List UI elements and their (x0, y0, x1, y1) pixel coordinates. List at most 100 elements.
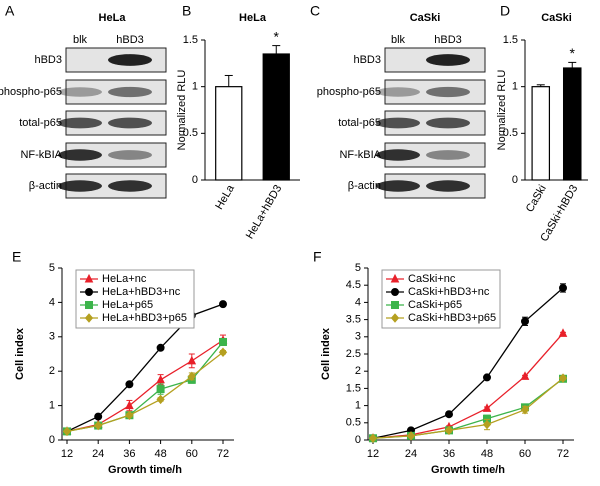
blot-band (58, 87, 102, 97)
legend-marker (84, 313, 94, 323)
point (219, 300, 227, 309)
legend-label: CaSki+hBD3+p65 (408, 312, 496, 324)
row-label: NF-kBIA (339, 149, 381, 161)
bar (562, 67, 582, 181)
series-line (372, 377, 564, 439)
point (125, 400, 134, 410)
row-label: β-actin (29, 180, 62, 192)
legend-label: HeLa+nc (102, 273, 147, 285)
legend-marker (391, 288, 399, 296)
point (558, 328, 568, 337)
blot-band (108, 180, 152, 192)
point (444, 425, 454, 436)
panel-letter: F (313, 249, 322, 265)
x-tick-label: 60 (519, 448, 531, 460)
x-tick-label: 12 (61, 448, 73, 460)
y-tick-label: 1.5 (183, 34, 198, 46)
row-label: phospho-p65 (0, 86, 62, 98)
lane-label: hBD3 (116, 34, 144, 46)
y-tick-label: 2.5 (346, 348, 361, 360)
x-tick-label: 72 (217, 448, 229, 460)
x-tick-label: CaSki (524, 183, 549, 214)
blot-band (426, 150, 470, 160)
point (156, 374, 165, 384)
annotation: * (274, 28, 280, 44)
blot-band (426, 54, 470, 66)
chart-title: CaSki (541, 12, 572, 24)
bar (262, 53, 290, 181)
y-tick-label: 0 (192, 174, 198, 186)
x-tick-label: 36 (443, 448, 455, 460)
point (125, 410, 134, 420)
row-label: phospho-p65 (317, 86, 381, 98)
series-line (66, 303, 224, 432)
point (187, 371, 196, 382)
blot-band (108, 150, 152, 160)
point (187, 355, 197, 365)
point (218, 347, 228, 358)
point (482, 403, 492, 412)
blot-band (58, 180, 102, 192)
series-line (372, 332, 564, 439)
x-tick-label: 36 (123, 448, 135, 460)
point (483, 373, 491, 382)
legend-label: CaSki+p65 (408, 299, 462, 311)
x-axis-label: Growth time/h (108, 464, 182, 476)
series-line (372, 378, 564, 439)
point (156, 394, 165, 405)
legend-label: HeLa+hBD3+nc (102, 286, 181, 298)
blot-band (108, 117, 152, 129)
y-tick-label: 1 (192, 81, 198, 93)
blot-band (108, 86, 152, 98)
blot-band (376, 87, 420, 97)
blot-band (108, 54, 152, 66)
legend-marker (85, 301, 93, 309)
x-axis-label: Growth time/h (431, 464, 505, 476)
point (156, 343, 165, 352)
blot-band (58, 117, 102, 129)
lane-label: blk (391, 34, 406, 46)
point (94, 420, 103, 431)
point (125, 380, 134, 389)
row-label: NF-kBIA (20, 149, 62, 161)
annotation: * (570, 45, 576, 61)
point (219, 337, 227, 346)
y-tick-label: 0 (355, 434, 361, 446)
lane-label: hBD3 (434, 34, 462, 46)
panel-letter: E (12, 249, 21, 265)
row-label: hBD3 (353, 54, 381, 66)
y-axis-label: Cell index (320, 327, 332, 380)
y-axis-label: Cell index (14, 327, 26, 380)
blot-band (376, 180, 420, 192)
panel-letter: C (310, 3, 320, 19)
blot-band (426, 180, 470, 192)
y-tick-label: 0.5 (183, 127, 198, 139)
y-tick-label: 2 (355, 365, 361, 377)
y-tick-label: 0.5 (503, 127, 518, 139)
legend-marker (84, 273, 94, 283)
y-tick-label: 4 (49, 296, 55, 308)
point (445, 410, 453, 419)
point (94, 412, 103, 421)
y-tick-label: 5 (49, 262, 55, 274)
y-tick-label: 1.5 (503, 34, 518, 46)
y-tick-label: 1.5 (346, 382, 361, 394)
y-tick-label: 2 (49, 365, 55, 377)
point (520, 404, 530, 415)
legend-marker (390, 313, 400, 323)
row-label: β-actin (348, 180, 381, 192)
x-tick-label: 60 (186, 448, 198, 460)
blot-band (58, 149, 102, 161)
y-tick-label: 4.5 (346, 279, 361, 291)
y-tick-label: 1 (512, 81, 518, 93)
point (482, 419, 492, 430)
blot-band (426, 117, 470, 129)
x-tick-label: 24 (405, 448, 417, 460)
series-line (66, 351, 224, 433)
panel-letter: D (500, 3, 510, 19)
x-tick-label: 48 (154, 448, 166, 460)
x-tick-label: HeLa (213, 182, 237, 212)
y-tick-label: 3 (49, 331, 55, 343)
blot-title: CaSki (410, 12, 441, 24)
